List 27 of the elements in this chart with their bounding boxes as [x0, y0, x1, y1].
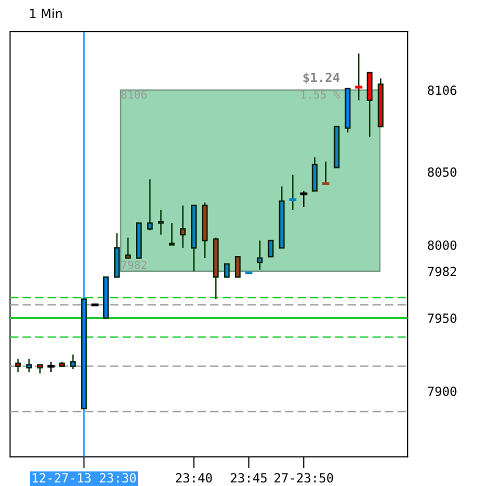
candlestick: [26, 358, 32, 373]
candlestick: [158, 209, 164, 236]
candlestick: [234, 256, 241, 278]
candlestick: [70, 354, 76, 370]
y-tick-label: 8050: [428, 167, 456, 177]
y-tick-label: 7950: [428, 314, 456, 323]
candlestick: [147, 178, 153, 232]
y-tick-label: 8106: [428, 86, 456, 96]
annotation: $1.24: [303, 72, 340, 84]
x-tick-label: 27-23:50: [274, 473, 334, 483]
x-tick-label: 12-27-13 23:30: [32, 473, 136, 483]
candlestick: [268, 240, 274, 258]
candlestick: [168, 222, 175, 246]
y-tick-label: 8000: [428, 240, 456, 250]
x-tick-label: 23:40: [176, 473, 212, 483]
candlestick: [180, 204, 186, 249]
y-tick-label: 7900: [428, 386, 456, 396]
annotation: 1.55 %: [301, 90, 340, 99]
candlestick: [15, 358, 21, 373]
candlestick: [256, 240, 263, 270]
x-tick-label: 23:45: [230, 473, 267, 483]
chart-title: 1 Min: [30, 8, 62, 18]
candlestick: [224, 263, 230, 278]
annotation: 8106: [121, 90, 147, 99]
candlestick: [125, 236, 131, 259]
annotation: 7982: [121, 260, 146, 270]
y-tick-label: 7982: [428, 266, 456, 276]
